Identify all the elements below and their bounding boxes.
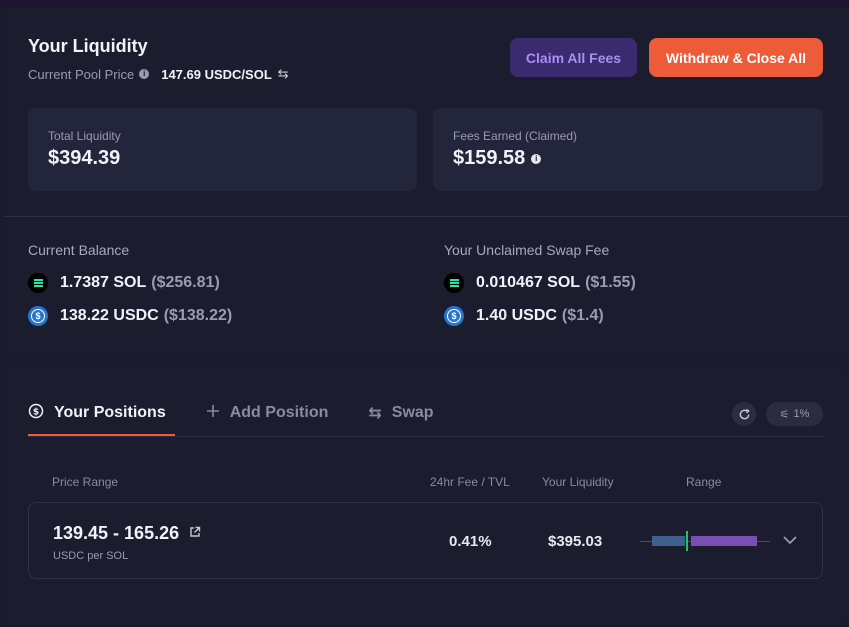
refresh-icon	[739, 408, 750, 419]
current-price-marker	[686, 531, 688, 551]
column-fee-tvl: 24hr Fee / TVL	[430, 475, 510, 489]
column-range: Range	[686, 475, 722, 489]
chevron-down-icon[interactable]	[779, 529, 801, 551]
current-balance-section: Current Balance 1.7387 SOL ($256.81) $ 1…	[28, 242, 232, 339]
unclaimed-fee-section: Your Unclaimed Swap Fee 0.010467 SOL ($1…	[444, 242, 636, 339]
info-icon[interactable]: i	[531, 153, 542, 164]
range-indicator	[640, 531, 770, 551]
total-liquidity-card: Total Liquidity $394.39	[28, 108, 417, 191]
solana-icon	[28, 273, 48, 293]
fees-earned-value: $159.58 i	[453, 147, 542, 170]
range-bar-right	[691, 536, 757, 546]
tab-label: Your Positions	[54, 404, 166, 421]
fees-earned-label: Fees Earned (Claimed)	[453, 129, 578, 143]
unclaimed-usdc-row: $ 1.40 USDC ($1.4)	[444, 306, 636, 326]
position-price-range-text: 139.45 - 165.26	[53, 523, 180, 543]
swap-arrows-icon: ⇆	[368, 405, 382, 422]
slippage-value: 1%	[793, 408, 810, 420]
top-strip	[0, 0, 849, 8]
unclaimed-sol-row: 0.010467 SOL ($1.55)	[444, 273, 636, 293]
fees-earned-card: Fees Earned (Claimed) $159.58 i	[433, 108, 823, 191]
tab-add-position[interactable]: Add Position	[206, 398, 329, 428]
tab-label: Add Position	[229, 404, 329, 421]
total-liquidity-amount: $394.39	[48, 147, 121, 169]
liquidity-title: Your Liquidity	[28, 36, 148, 56]
info-icon[interactable]: i	[139, 69, 150, 79]
active-tab-indicator	[28, 434, 175, 436]
balance-usdc-usd: ($138.22)	[163, 307, 233, 324]
balance-usdc-row: $ 138.22 USDC ($138.22)	[28, 306, 232, 326]
position-price-range: 139.45 - 165.26	[53, 523, 201, 544]
balance-sol-amount: 1.7387 SOL	[60, 274, 147, 291]
positions-tabs: $ Your Positions Add Position ⇆ Swap	[28, 398, 474, 428]
usdc-icon: $	[28, 306, 48, 326]
column-your-liquidity: Your Liquidity	[542, 475, 614, 489]
swap-direction-icon[interactable]: ⇆	[277, 66, 289, 81]
current-balance-heading: Current Balance	[28, 242, 130, 258]
unclaimed-sol-usd: ($1.55)	[585, 274, 636, 291]
tab-your-positions[interactable]: $ Your Positions	[28, 398, 166, 428]
liquidity-panel: Your Liquidity Current Pool Price i 147.…	[4, 8, 848, 356]
total-liquidity-value: $394.39	[48, 147, 120, 170]
refresh-button[interactable]	[732, 402, 756, 426]
pool-price-value: 147.69 USDC/SOL	[161, 66, 272, 82]
balance-sol-usd: ($256.81)	[151, 274, 220, 291]
range-bar-left	[652, 536, 685, 546]
balance-sol-row: 1.7387 SOL ($256.81)	[28, 273, 232, 293]
withdraw-close-all-button[interactable]: Withdraw & Close All	[649, 38, 823, 77]
positions-panel: $ Your Positions Add Position ⇆ Swap ⚟ 1…	[4, 370, 848, 622]
usdc-icon: $	[444, 306, 464, 326]
unclaimed-usdc-amount: 1.40 USDC	[476, 307, 557, 324]
balance-usdc-amount: 138.22 USDC	[60, 307, 159, 324]
claim-all-fees-button[interactable]: Claim All Fees	[510, 38, 637, 77]
unclaimed-fee-heading: Your Unclaimed Swap Fee	[444, 242, 610, 258]
position-row[interactable]: 139.45 - 165.26 USDC per SOL 0.41% $395.…	[28, 502, 823, 579]
column-price-range: Price Range	[52, 475, 119, 489]
tab-label: Swap	[391, 404, 434, 421]
solana-icon	[444, 273, 464, 293]
position-fee-tvl: 0.41%	[449, 533, 492, 550]
unclaimed-usdc-usd: ($1.4)	[561, 307, 604, 324]
slippage-button[interactable]: ⚟ 1%	[766, 402, 823, 426]
plus-icon	[206, 404, 220, 423]
fees-earned-amount: $159.58	[453, 147, 526, 169]
dollar-circle-icon: $	[28, 403, 44, 424]
sliders-icon: ⚟	[779, 408, 790, 421]
tabs-divider	[28, 436, 823, 437]
tab-swap[interactable]: ⇆ Swap	[368, 398, 433, 428]
pool-price-row: Current Pool Price i 147.69 USDC/SOL ⇆	[28, 66, 289, 82]
external-link-icon[interactable]	[189, 526, 201, 541]
divider	[4, 216, 848, 217]
position-unit: USDC per SOL	[53, 550, 129, 562]
pool-price-label: Current Pool Price	[28, 66, 135, 82]
position-liquidity: $395.03	[548, 533, 603, 550]
total-liquidity-label: Total Liquidity	[48, 129, 121, 143]
unclaimed-sol-amount: 0.010467 SOL	[476, 274, 581, 291]
svg-text:$: $	[33, 407, 39, 417]
